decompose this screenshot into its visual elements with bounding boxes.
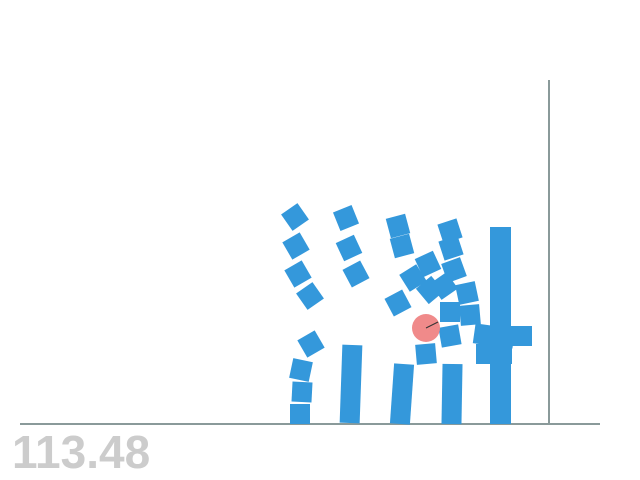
player-ball[interactable] bbox=[412, 314, 440, 342]
block bbox=[440, 302, 460, 322]
block bbox=[284, 260, 312, 288]
block bbox=[335, 234, 363, 262]
block bbox=[441, 257, 467, 283]
block bbox=[455, 281, 479, 305]
block bbox=[282, 232, 310, 260]
block bbox=[490, 227, 511, 424]
block bbox=[441, 363, 463, 425]
block bbox=[281, 203, 309, 231]
block bbox=[384, 289, 412, 317]
block bbox=[296, 282, 324, 310]
block bbox=[342, 260, 370, 288]
block bbox=[291, 381, 313, 403]
ball-direction-indicator bbox=[425, 321, 439, 329]
block bbox=[290, 404, 310, 424]
blocks bbox=[281, 203, 532, 425]
block bbox=[459, 304, 481, 326]
block bbox=[510, 326, 532, 346]
block bbox=[399, 264, 427, 292]
block bbox=[289, 358, 313, 382]
block bbox=[438, 324, 462, 348]
score-display: 113.48 bbox=[12, 426, 151, 478]
block bbox=[332, 204, 360, 232]
block bbox=[339, 344, 363, 424]
block bbox=[297, 330, 325, 358]
block bbox=[389, 363, 415, 425]
block bbox=[476, 344, 512, 364]
block bbox=[389, 233, 415, 259]
block bbox=[385, 213, 411, 239]
block bbox=[437, 218, 463, 244]
block bbox=[415, 343, 437, 365]
block bbox=[414, 250, 442, 278]
